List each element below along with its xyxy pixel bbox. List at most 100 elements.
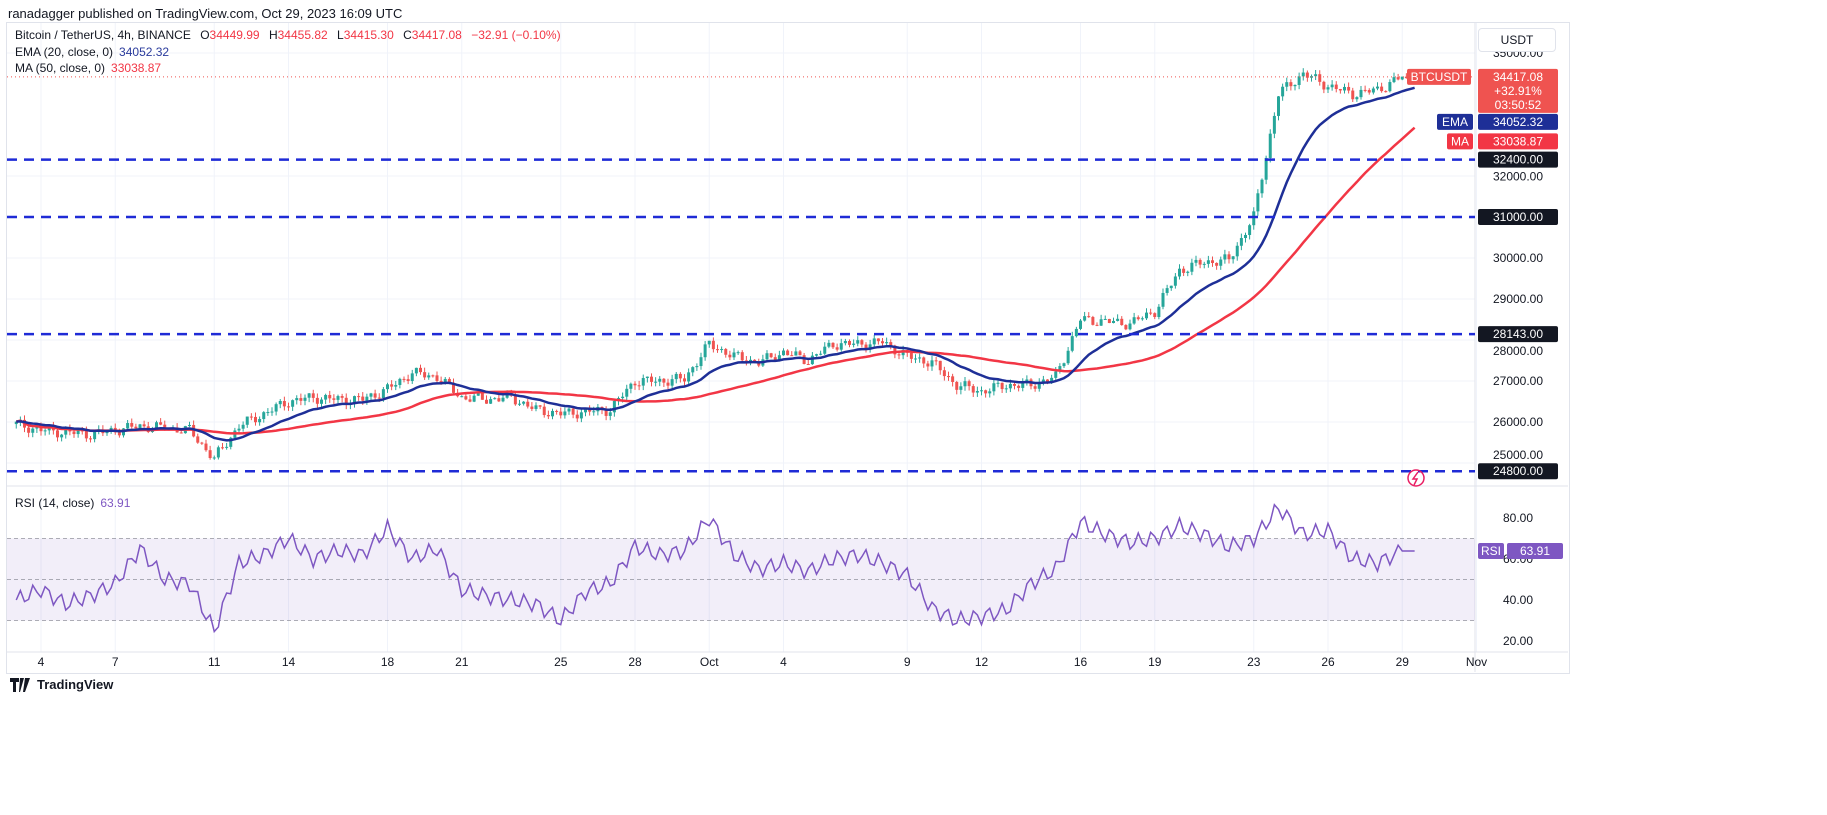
- candle-body: [1145, 312, 1148, 319]
- level-tag: [1478, 326, 1558, 343]
- candle-body: [188, 424, 191, 427]
- rsi-tick: 20.00: [1503, 634, 1533, 648]
- candle-body: [975, 391, 979, 393]
- candle-body: [241, 424, 245, 429]
- candle-body: [489, 399, 493, 404]
- candle-body: [216, 447, 220, 458]
- candle-body: [357, 396, 361, 398]
- candle-body: [493, 398, 497, 400]
- candle-body: [138, 424, 142, 429]
- candle-body: [31, 428, 35, 433]
- candle-body: [551, 410, 554, 417]
- candle-body: [926, 363, 930, 367]
- candle-body: [76, 430, 80, 435]
- chart-frame[interactable]: [6, 22, 1570, 674]
- candle-body: [274, 404, 278, 412]
- candle-body: [1334, 84, 1338, 90]
- candle-body: [398, 378, 402, 385]
- candle-body: [881, 341, 884, 344]
- candle-body: [485, 399, 488, 404]
- price-tick: 29000.00: [1493, 292, 1543, 306]
- candle-body: [237, 428, 241, 431]
- candle-body: [249, 416, 253, 418]
- candle-body: [1178, 268, 1181, 277]
- candle-body: [1318, 74, 1322, 82]
- candle-body: [1013, 383, 1016, 386]
- candle-body: [1079, 320, 1082, 329]
- candle-body: [942, 370, 946, 377]
- candle-body: [1376, 86, 1379, 89]
- candle-body: [798, 351, 802, 356]
- time-tick: 4: [780, 655, 787, 669]
- ema-value-tag: [1478, 113, 1558, 130]
- candle-body: [1211, 260, 1214, 263]
- candle-body: [522, 401, 526, 404]
- time-tick: 14: [282, 655, 296, 669]
- candle-body: [1256, 193, 1260, 212]
- ema-line: [16, 86, 1415, 442]
- time-tick: 25: [554, 655, 568, 669]
- candle-body: [468, 399, 472, 402]
- candle-body: [60, 434, 64, 438]
- level-label: 32400.00: [1493, 153, 1543, 167]
- candle-body: [155, 422, 158, 430]
- candle-body: [815, 354, 818, 356]
- candle-body: [1198, 259, 1202, 265]
- candle-body: [1182, 268, 1186, 273]
- candle-body: [765, 353, 769, 360]
- candle-body: [278, 401, 282, 405]
- candle-body: [546, 415, 550, 417]
- level-tag: [1478, 151, 1558, 168]
- candle-body: [270, 411, 274, 413]
- candle-body: [716, 349, 719, 351]
- candle-body: [728, 354, 732, 358]
- candle-body: [518, 403, 521, 405]
- candle-body: [736, 352, 740, 354]
- change-value: −32.91 (−0.10%): [471, 28, 561, 42]
- candle-body: [769, 353, 773, 358]
- candle-body: [1231, 256, 1235, 260]
- candle-body: [823, 346, 827, 354]
- candle-body: [291, 400, 295, 407]
- candle-body: [1260, 179, 1264, 194]
- candle-body: [14, 421, 18, 425]
- candle-body: [864, 344, 868, 350]
- ma-value-tag-text: 33038.87: [1493, 134, 1543, 148]
- time-tick: 16: [1074, 655, 1088, 669]
- candle-body: [1033, 386, 1037, 389]
- ma-legend[interactable]: MA (50, close, 0) 33038.87: [15, 61, 162, 75]
- rsi-legend[interactable]: RSI (14, close) 63.91: [15, 496, 131, 510]
- price-tick: 32000.00: [1493, 170, 1543, 184]
- candle-body: [773, 357, 777, 361]
- candle-body: [328, 394, 332, 399]
- candle-body: [608, 412, 612, 416]
- symbol-legend: Bitcoin / TetherUS, 4h, BINANCE O34449.9…: [15, 28, 561, 42]
- candle-body: [1132, 317, 1136, 324]
- candle-body: [1099, 319, 1103, 326]
- candle-body: [1190, 262, 1194, 272]
- candle-body: [1363, 89, 1367, 91]
- candle-body: [1244, 234, 1247, 239]
- candle-body: [204, 443, 208, 451]
- candle-body: [443, 378, 447, 383]
- candle-body: [386, 384, 389, 390]
- tradingview-logo[interactable]: TradingView: [10, 677, 113, 692]
- candle-body: [1120, 318, 1124, 326]
- currency-button[interactable]: USDT: [1478, 28, 1556, 52]
- candle-body: [732, 352, 736, 358]
- candle-body: [790, 355, 794, 357]
- ema-legend[interactable]: EMA (20, close, 0) 34052.32: [15, 45, 170, 59]
- candle-body: [1041, 379, 1045, 383]
- candle-body: [695, 366, 699, 368]
- candle-body: [633, 383, 637, 386]
- candle-body: [1169, 285, 1173, 289]
- candle-body: [662, 378, 666, 383]
- candle-body: [1186, 271, 1190, 273]
- candle-body: [1157, 306, 1161, 317]
- candle-body: [1264, 157, 1268, 180]
- candle-body: [410, 373, 414, 381]
- candle-body: [1149, 312, 1153, 314]
- candle-body: [641, 378, 645, 386]
- open-value: 34449.99: [209, 28, 260, 42]
